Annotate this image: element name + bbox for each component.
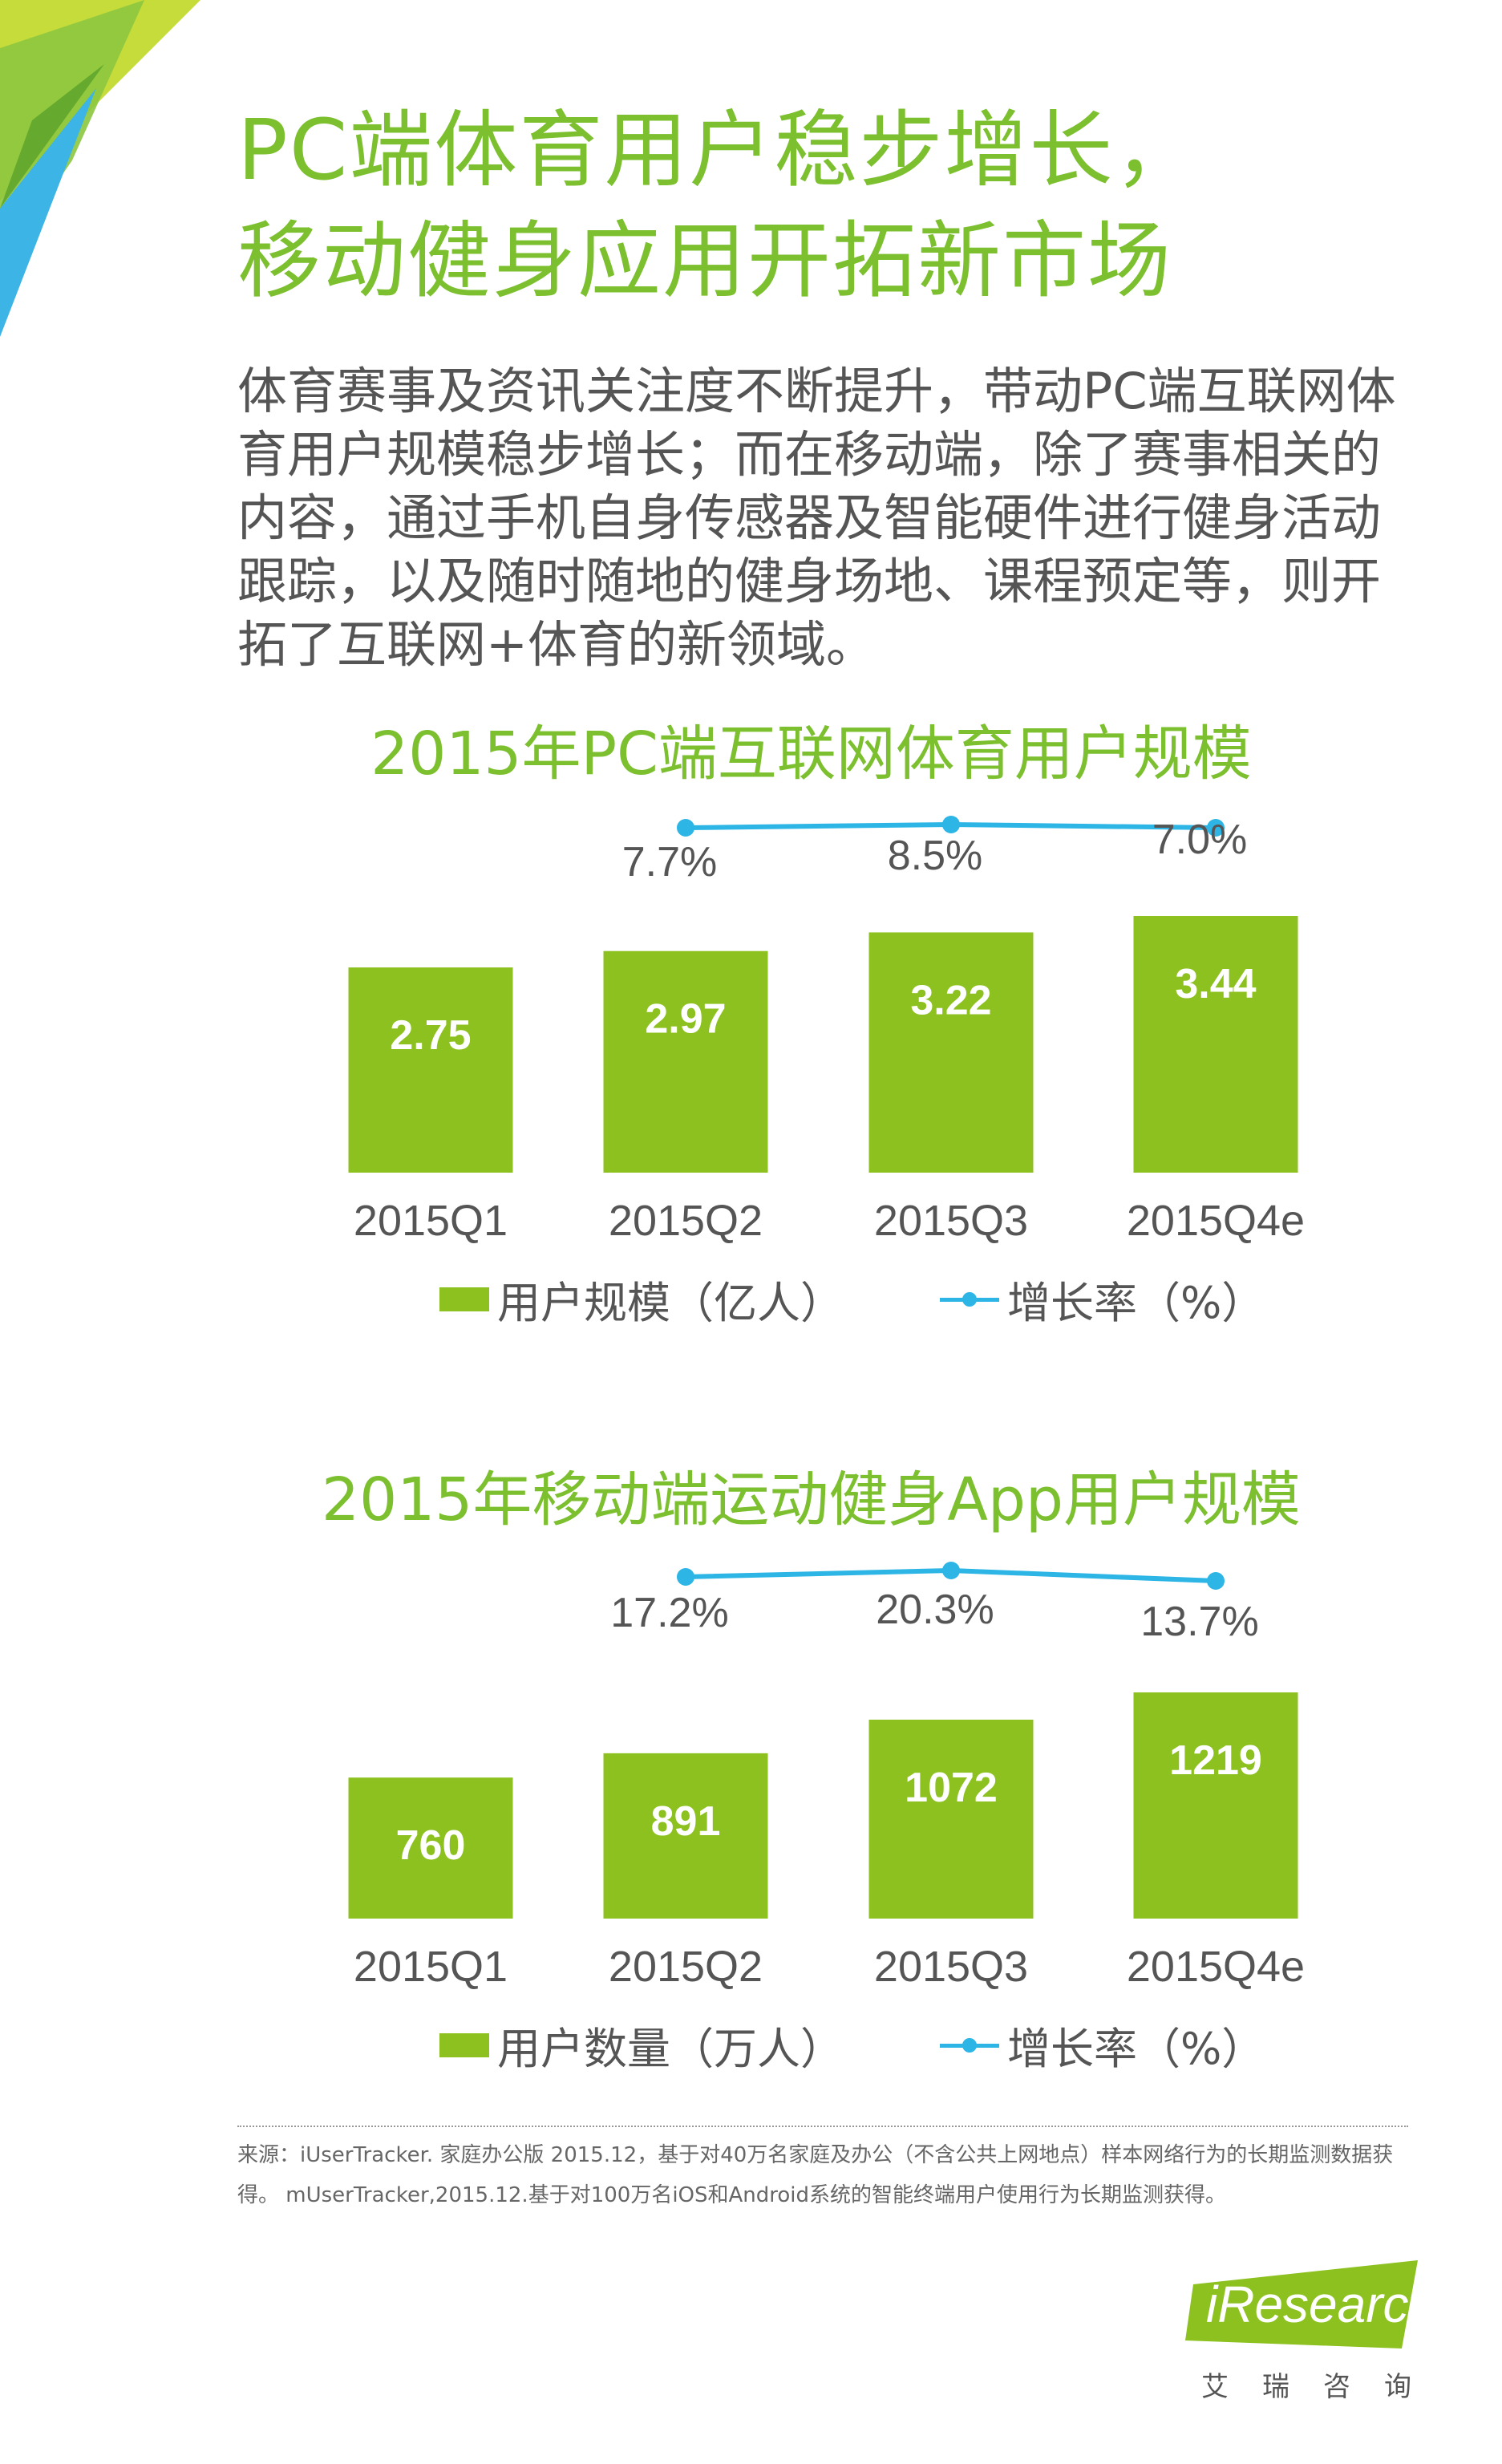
x-tick-label: 2015Q2 (609, 1943, 763, 1991)
legend-bar-swatch (439, 2032, 489, 2057)
x-tick-label: 2015Q4e (1127, 1197, 1305, 1245)
chart-mobile-fitness-plot: 760 891 1072 1219 2015Q1 2015Q2 2015Q3 2015Q4e 1… (348, 1562, 1305, 1991)
growth-rate-label: 20.3% (876, 1587, 994, 1633)
growth-rate-point (942, 816, 960, 833)
bar-value-label: 1219 (1169, 1737, 1262, 1784)
source-line-1: 来源：iUserTracker. 家庭办公版 2015.12，基于对40万名家庭… (237, 2143, 1394, 2167)
legend-item-line: 增长率（%） (940, 2013, 1265, 2077)
legend-line-swatch (940, 1287, 999, 1311)
legend-bar-swatch (439, 1287, 489, 1311)
bar (603, 1753, 768, 1919)
x-tick-label: 2015Q1 (354, 1943, 508, 1991)
growth-rate-label: 7.7% (622, 839, 718, 886)
chart-legend: 用户数量（万人） 增长率（%） (439, 2013, 1361, 2077)
bar-value-label: 2.75 (390, 1012, 471, 1059)
x-tick-label: 2015Q2 (609, 1197, 763, 1245)
chart-title: 2015年移动端运动健身App用户规模 (322, 1465, 1301, 1534)
logo-subtitle: 艾瑞咨询 (1201, 2371, 1445, 2403)
chart-title: 2015年PC端互联网体育用户规模 (370, 719, 1252, 788)
legend-label: 增长率（%） (1007, 1278, 1265, 1328)
source-note: 来源：iUserTracker. 家庭办公版 2015.12，基于对40万名家庭… (237, 2135, 1408, 2215)
bar-value-label: 2.97 (645, 996, 726, 1043)
title-line-2: 移动健身应用开拓新市场 (237, 212, 1173, 310)
x-tick-label: 2015Q4e (1127, 1943, 1305, 1991)
source-divider (237, 2126, 1408, 2127)
growth-rate-point (1207, 1572, 1225, 1590)
intro-paragraph: 体育赛事及资讯关注度不断提升，带动PC端互联网体育用户规模稳步增长；而在移动端，… (237, 362, 1396, 674)
chart-legend: 用户规模（亿人） 增长率（%） (439, 1267, 1361, 1331)
bar-value-label: 891 (651, 1798, 721, 1845)
title-line-1: PC端体育用户稳步增长， (237, 101, 1200, 199)
growth-rate-point (677, 819, 694, 837)
growth-rate-point (942, 1562, 960, 1579)
legend-label: 增长率（%） (1007, 2024, 1265, 2074)
legend-label: 用户规模（亿人） (497, 1278, 844, 1328)
bar (1133, 916, 1298, 1173)
iresearch-logo: iResearch 艾瑞咨询 (1185, 2260, 1437, 2405)
growth-rate-label: 17.2% (610, 1590, 728, 1636)
bar-value-label: 760 (396, 1822, 466, 1869)
growth-rate-label: 13.7% (1140, 1599, 1258, 1645)
x-tick-label: 2015Q3 (874, 1197, 1028, 1245)
source-line-2: 得。 mUserTracker,2015.12.基于对100万名iOS和Andr… (237, 2183, 1227, 2207)
legend-label: 用户数量（万人） (497, 2024, 844, 2074)
bar (868, 1720, 1034, 1919)
legend-item-bar: 用户数量（万人） (439, 2013, 844, 2077)
chart-pc-users: 2015年PC端互联网体育用户规模 2.75 2.97 3.22 3.44 2015Q1… (0, 706, 1502, 1348)
bar (603, 950, 768, 1173)
growth-rate-label: 7.0% (1152, 817, 1248, 863)
x-tick-label: 2015Q1 (354, 1197, 508, 1245)
bar (348, 967, 513, 1173)
legend-item-bar: 用户规模（亿人） (439, 1267, 844, 1331)
chart-pc-users-plot: 2.75 2.97 3.22 3.44 2015Q1 2015Q2 2015Q3 2015Q4… (348, 816, 1305, 1245)
growth-rate-point (1207, 819, 1225, 837)
legend-line-swatch (940, 2033, 999, 2057)
bar (348, 1777, 513, 1919)
growth-rate-point (677, 1568, 694, 1586)
bar-value-label: 1072 (905, 1765, 998, 1811)
corner-decoration (0, 0, 200, 337)
page-title: PC端体育用户稳步增长， 移动健身应用开拓新市场 (237, 95, 1199, 316)
legend-item-line: 增长率（%） (940, 1267, 1265, 1331)
bar (1133, 1692, 1298, 1919)
bar-value-label: 3.44 (1175, 961, 1256, 1007)
growth-rate-label: 8.5% (888, 833, 983, 879)
logo-brand: iResearch (1206, 2276, 1438, 2333)
bar-value-label: 3.22 (910, 977, 991, 1023)
x-tick-label: 2015Q3 (874, 1943, 1028, 1991)
bar (868, 932, 1034, 1173)
chart-mobile-fitness-users: 2015年移动端运动健身App用户规模 760 891 1072 1219 2015Q1… (0, 1452, 1502, 2093)
